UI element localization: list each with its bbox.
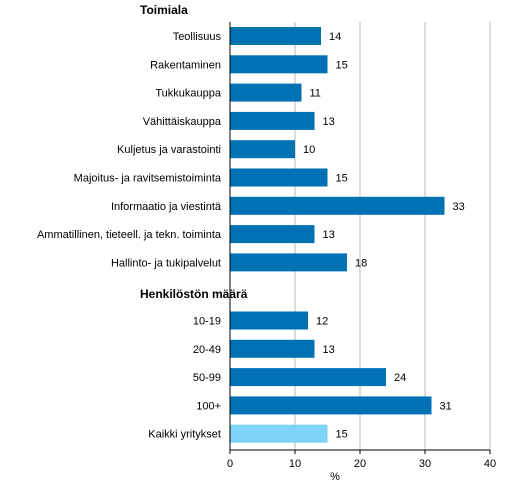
- bar: [230, 168, 328, 187]
- x-tick-label: 0: [227, 458, 233, 470]
- category-label: Tukkukauppa: [155, 88, 222, 100]
- x-axis-title: %: [330, 471, 340, 483]
- labels: Toimiala Teollisuus 14 Rakentaminen 15 Tukkuk…: [37, 3, 465, 441]
- bar: [230, 253, 347, 272]
- data-label: 10: [303, 144, 315, 156]
- category-label: Hallinto- ja tukipalvelut: [111, 257, 221, 269]
- data-label: 18: [355, 257, 367, 269]
- bar: [230, 339, 315, 358]
- category-label: Ammatillinen, tieteell. ja tekn. toimint…: [37, 229, 222, 241]
- data-label: 33: [453, 201, 465, 213]
- data-label: 31: [440, 400, 452, 412]
- category-label: Informaatio ja viestintä: [111, 201, 222, 213]
- x-tick-label: 40: [484, 458, 496, 470]
- bars: [230, 27, 445, 443]
- bar: [230, 311, 308, 330]
- category-label: Kaikki yritykset: [148, 429, 221, 441]
- category-label: 100+: [196, 400, 221, 412]
- bar: [230, 368, 386, 387]
- data-label: 12: [316, 316, 328, 328]
- data-label: 15: [336, 429, 348, 441]
- data-label: 15: [336, 59, 348, 71]
- category-label: Majoitus- ja ravitsemistoiminta: [74, 173, 222, 185]
- bar: [230, 111, 315, 130]
- bar: [230, 196, 445, 215]
- category-label: 10-19: [193, 316, 221, 328]
- x-tick-label: 30: [419, 458, 431, 470]
- data-label: 14: [329, 31, 341, 43]
- category-label: Kuljetus ja varastointi: [117, 144, 221, 156]
- bar: [230, 424, 328, 443]
- data-label: 24: [394, 372, 406, 384]
- data-label: 11: [310, 88, 321, 100]
- data-label: 15: [336, 173, 348, 185]
- bar: [230, 83, 302, 102]
- data-label: 13: [323, 229, 335, 241]
- group-title: Henkilöstön määrä: [140, 287, 248, 301]
- bar: [230, 140, 295, 159]
- x-tick-label: 20: [354, 458, 366, 470]
- bar: [230, 225, 315, 244]
- group-title: Toimiala: [140, 3, 188, 17]
- data-label: 13: [323, 116, 335, 128]
- category-label: Vähittäiskauppa: [143, 116, 222, 128]
- bar: [230, 396, 432, 415]
- data-label: 13: [323, 344, 335, 356]
- x-axis: 0 10 20 30 40: [227, 22, 496, 470]
- category-label: 50-99: [193, 372, 221, 384]
- bar: [230, 55, 328, 74]
- x-tick-label: 10: [289, 458, 301, 470]
- category-label: 20-49: [193, 344, 221, 356]
- category-label: Teollisuus: [173, 31, 222, 43]
- bar: [230, 27, 321, 45]
- category-label: Rakentaminen: [150, 59, 221, 71]
